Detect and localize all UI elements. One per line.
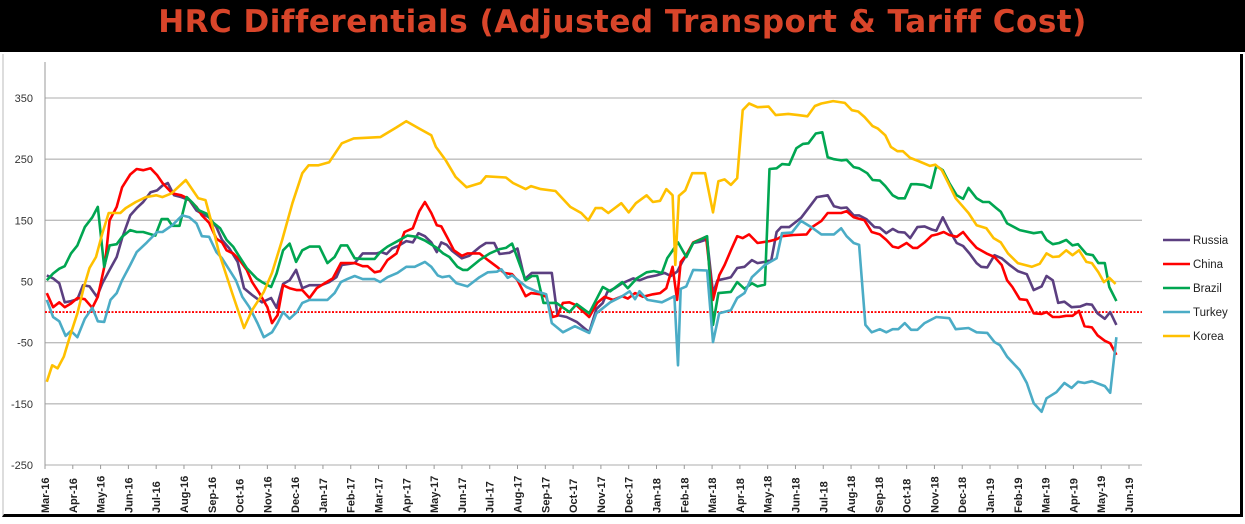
legend-label-turkey: Turkey (1193, 307, 1228, 319)
x-tick-label: Oct-18 (902, 479, 914, 513)
series-line-korea (45, 99, 1117, 383)
x-tick-label: Aug-16 (179, 476, 191, 513)
x-tick-label: Jan-19 (985, 478, 997, 513)
x-tick-label: Jun-16 (123, 478, 135, 513)
x-tick-label: Jan-17 (318, 478, 330, 513)
x-tick-label: Apr-17 (401, 478, 413, 513)
chart-title: HRC Differentials (Adjusted Transport & … (158, 4, 1087, 40)
legend-label-brazil: Brazil (1193, 283, 1222, 295)
series-line-turkey (45, 214, 1118, 414)
x-tick-label: Aug-17 (513, 476, 525, 513)
series-line-brazil (45, 131, 1118, 327)
x-tick-label: Apr-18 (735, 478, 747, 513)
y-tick-label: -50 (17, 338, 33, 350)
x-tick-label: Jun-17 (457, 478, 469, 513)
y-axis-ticks: 350 250 150 50 -50 -150 -250 (11, 93, 33, 472)
x-tick-label: Mar-19 (1041, 478, 1053, 513)
x-tick-label: Jul-16 (151, 481, 163, 513)
x-tick-label: Feb-19 (1013, 478, 1025, 513)
legend-label-korea: Korea (1193, 331, 1224, 343)
x-tick-label: Jul-18 (818, 481, 830, 513)
x-tick-label: Dec-18 (957, 477, 969, 513)
x-tick-label: Sep-16 (207, 477, 219, 513)
legend-label-russia: Russia (1193, 235, 1229, 247)
legend: Russia China Brazil Turkey Korea (1163, 235, 1229, 343)
x-tick-label: Apr-19 (1068, 478, 1080, 513)
x-tick-label: Oct-16 (235, 479, 247, 513)
y-tick-label: 50 (21, 277, 33, 289)
x-axis-ticks: Mar-16 Apr-16 May-16 Jun-16 Jul-16 Aug-16 Sep-… (40, 465, 1136, 513)
x-tick-label: Feb-17 (346, 478, 358, 513)
x-tick-label: Jul-17 (485, 481, 497, 513)
title-band: HRC Differentials (Adjusted Transport & … (0, 0, 1245, 52)
x-tick-label: Dec-16 (290, 477, 302, 513)
x-tick-label: Nov-16 (262, 476, 274, 513)
x-tick-label: Mar-18 (707, 478, 719, 513)
chart-box (2, 54, 1243, 517)
x-tick-label: Aug-18 (846, 476, 858, 513)
x-tick-label: May-18 (763, 476, 775, 513)
x-tick-label: Sep-17 (540, 477, 552, 513)
x-tick-label: Jun-19 (1124, 478, 1136, 513)
x-tick-label: Nov-18 (929, 476, 941, 513)
x-tick-label: Oct-17 (568, 479, 580, 513)
series-line-china (45, 167, 1118, 356)
legend-label-china: China (1193, 259, 1224, 271)
x-tick-label: May-17 (429, 476, 441, 513)
y-tick-label: 150 (15, 215, 33, 227)
y-tick-label: -250 (11, 460, 33, 472)
x-tick-label: Apr-16 (68, 478, 80, 513)
x-tick-label: Mar-16 (40, 478, 52, 513)
x-tick-label: Mar-17 (374, 478, 386, 513)
series-lines (45, 99, 1118, 414)
x-tick-label: Jan-18 (651, 478, 663, 513)
x-tick-label: Sep-18 (874, 477, 886, 513)
x-tick-label: Jun-18 (790, 478, 802, 513)
x-tick-label: Feb-18 (679, 478, 691, 513)
x-tick-label: May-16 (96, 476, 108, 513)
x-tick-label: Dec-17 (624, 477, 636, 513)
y-tick-label: -150 (11, 399, 33, 411)
x-tick-label: May-19 (1096, 476, 1108, 513)
y-tick-label: 250 (15, 154, 33, 166)
x-tick-label: Nov-17 (596, 476, 608, 513)
y-tick-label: 350 (15, 93, 33, 105)
